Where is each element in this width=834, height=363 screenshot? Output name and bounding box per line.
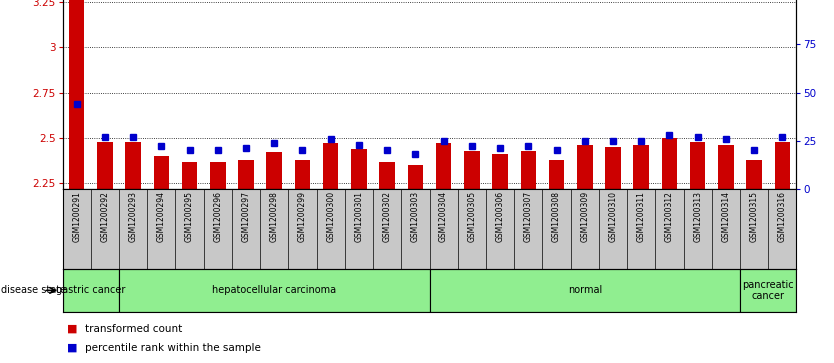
Text: GSM1200310: GSM1200310 (609, 191, 617, 242)
Text: ■: ■ (67, 343, 78, 352)
Bar (267, 152, 282, 189)
Text: GSM1200305: GSM1200305 (467, 191, 476, 242)
Bar (746, 160, 762, 189)
Bar (119, 269, 430, 312)
Text: GSM1200292: GSM1200292 (100, 191, 109, 242)
Bar (125, 142, 141, 189)
Bar (239, 160, 254, 189)
Bar (690, 142, 706, 189)
Text: GSM1200300: GSM1200300 (326, 191, 335, 242)
Text: GSM1200293: GSM1200293 (128, 191, 138, 242)
Bar (294, 160, 310, 189)
Bar (549, 160, 565, 189)
Text: GSM1200298: GSM1200298 (269, 191, 279, 242)
Bar (323, 143, 339, 189)
Text: normal: normal (568, 285, 602, 295)
Bar (379, 162, 395, 189)
Bar (351, 149, 367, 189)
Bar (69, 0, 84, 189)
Bar (210, 162, 225, 189)
Text: GSM1200295: GSM1200295 (185, 191, 194, 242)
Text: ■: ■ (67, 324, 78, 334)
Text: GSM1200309: GSM1200309 (580, 191, 590, 242)
Text: GSM1200297: GSM1200297 (242, 191, 250, 242)
Text: pancreatic
cancer: pancreatic cancer (742, 280, 794, 301)
Text: GSM1200307: GSM1200307 (524, 191, 533, 242)
Bar (153, 156, 169, 189)
Bar (408, 165, 423, 189)
Text: GSM1200306: GSM1200306 (495, 191, 505, 242)
Text: GSM1200312: GSM1200312 (665, 191, 674, 242)
Bar (182, 162, 198, 189)
Bar (661, 138, 677, 189)
Text: percentile rank within the sample: percentile rank within the sample (85, 343, 261, 352)
Text: GSM1200316: GSM1200316 (778, 191, 786, 242)
Bar (634, 145, 649, 189)
Text: GSM1200301: GSM1200301 (354, 191, 364, 242)
Bar (430, 269, 740, 312)
Text: gastric cancer: gastric cancer (56, 285, 125, 295)
Text: GSM1200299: GSM1200299 (298, 191, 307, 242)
Bar (605, 147, 620, 189)
Bar (464, 151, 480, 189)
Text: GSM1200308: GSM1200308 (552, 191, 561, 242)
Text: GSM1200315: GSM1200315 (750, 191, 759, 242)
Text: GSM1200304: GSM1200304 (440, 191, 448, 242)
Text: GSM1200302: GSM1200302 (383, 191, 392, 242)
Bar (520, 151, 536, 189)
Text: disease state: disease state (1, 285, 66, 295)
Text: GSM1200291: GSM1200291 (73, 191, 81, 242)
Text: GSM1200313: GSM1200313 (693, 191, 702, 242)
Bar (740, 269, 796, 312)
Bar (63, 269, 119, 312)
Bar (436, 143, 451, 189)
Text: GSM1200303: GSM1200303 (411, 191, 420, 242)
Bar (718, 145, 734, 189)
Text: GSM1200314: GSM1200314 (721, 191, 731, 242)
Text: GSM1200296: GSM1200296 (214, 191, 223, 242)
Text: GSM1200294: GSM1200294 (157, 191, 166, 242)
Bar (492, 154, 508, 189)
Bar (577, 145, 592, 189)
Text: transformed count: transformed count (85, 324, 183, 334)
Text: hepatocellular carcinoma: hepatocellular carcinoma (212, 285, 336, 295)
Text: GSM1200311: GSM1200311 (636, 191, 646, 242)
Bar (97, 142, 113, 189)
Bar (775, 142, 790, 189)
